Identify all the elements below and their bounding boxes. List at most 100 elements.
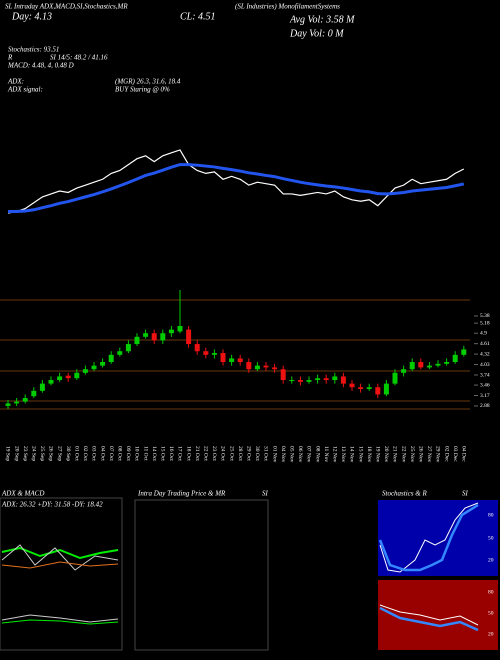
x-tick-label: 20 Sep — [13, 446, 19, 461]
y-tick-label: 3.46 — [480, 382, 490, 388]
x-tick-label: 15 Nov — [357, 446, 363, 463]
candle-body — [461, 349, 467, 355]
x-tick-label: 26 Nov — [418, 446, 424, 463]
y-tick-label: 4.9 — [480, 330, 487, 336]
candle-body — [237, 358, 243, 363]
x-tick-label: 24 Sep — [31, 446, 37, 461]
candle-body — [254, 365, 260, 370]
panel-si: SI — [262, 490, 269, 498]
si: SI 14/5: 48.2 / 41.16 — [50, 54, 108, 62]
candle-body — [289, 380, 295, 382]
candle-body — [246, 362, 252, 370]
panel-title: Intra Day Trading Price & MR — [137, 490, 226, 498]
x-tick-label: 14 Nov — [349, 446, 355, 463]
x-tick-label: 20 Nov — [383, 446, 389, 463]
x-tick-label: 18 Nov — [366, 446, 372, 463]
candle-body — [401, 369, 407, 373]
x-tick-label: 02 Dec — [443, 446, 449, 462]
x-tick-label: 10 Oct — [134, 446, 140, 461]
ema-line — [8, 163, 465, 214]
y-tick-label: 5.38 — [480, 313, 490, 319]
x-tick-label: 11 Oct — [142, 446, 148, 461]
x-tick-label: 31 Oct — [263, 446, 269, 461]
y-tick-label: 3.74 — [480, 372, 490, 378]
x-tick-label: 14 Oct — [151, 446, 157, 461]
x-tick-label: 03 Dec — [452, 446, 458, 462]
x-tick-label: 19 Sep — [5, 446, 11, 461]
y-tick-label: 4.03 — [480, 362, 490, 368]
candle-body — [444, 362, 450, 364]
candle-body — [383, 383, 389, 395]
candle-body — [358, 387, 364, 390]
candle-body — [306, 380, 312, 382]
x-tick-label: 08 Nov — [314, 446, 320, 463]
candle-body — [349, 383, 355, 388]
x-tick-label: 25 Sep — [39, 446, 45, 461]
x-tick-label: 18 Oct — [185, 446, 191, 461]
rsi-tick: 50 — [488, 610, 494, 616]
x-tick-label: 07 Oct — [108, 446, 114, 461]
candle-body — [280, 369, 286, 381]
y-tick-label: 5.18 — [480, 320, 490, 326]
x-tick-label: 25 Oct — [228, 446, 234, 461]
candle-body — [151, 333, 157, 341]
candle-body — [74, 372, 80, 379]
candle-body — [435, 363, 441, 366]
y-tick-label: 2.88 — [480, 403, 490, 409]
x-tick-label: 27 Nov — [426, 446, 432, 463]
x-tick-label: 03 Oct — [91, 446, 97, 461]
x-tick-label: 22 Oct — [203, 446, 209, 461]
candle-body — [5, 403, 11, 406]
x-tick-label: 23 Sep — [22, 446, 28, 461]
candle-body — [194, 344, 200, 352]
candle-body — [14, 401, 20, 404]
panel-si: SI — [462, 490, 469, 498]
x-tick-label: 21 Oct — [194, 446, 200, 461]
candle-body — [332, 376, 338, 381]
x-tick-label: 28 Oct — [237, 446, 243, 461]
adx-panel: ADX & MACD ADX: 26.32 +DY: 31.58 -DY: 18… — [0, 490, 123, 651]
candle-body — [366, 387, 372, 390]
stochastics: Stochastics: 93.51 — [8, 46, 59, 54]
avg-vol: Avg Vol: 3.58 M — [289, 14, 355, 25]
adx-values: ADX: 26.32 +DY: 31.58 -DY: 18.42 — [1, 501, 103, 509]
candle-body — [297, 380, 303, 382]
candle-body — [392, 372, 398, 384]
adx-signal: ADX signal: — [7, 86, 43, 94]
x-tick-label: 30 Sep — [65, 446, 71, 461]
candle-body — [108, 354, 114, 363]
candle-body — [340, 376, 346, 384]
macd-line — [1, 614, 119, 623]
panel-frame — [134, 499, 269, 651]
buy: BUY Staring @ 0% — [115, 86, 170, 94]
rsi-bg — [378, 580, 498, 650]
candle-body — [143, 333, 149, 337]
candle-body — [117, 351, 123, 355]
candle-body — [323, 378, 329, 381]
x-tick-label: 08 Oct — [117, 446, 123, 461]
x-tick-label: 22 Nov — [400, 446, 406, 463]
candle-body — [315, 378, 321, 381]
candle-body — [91, 365, 97, 370]
candle-body — [134, 336, 140, 345]
candle-body — [160, 333, 166, 341]
stoch-tick: 80 — [488, 512, 494, 518]
candle-body — [452, 354, 458, 363]
x-tick-label: 30 Oct — [254, 446, 260, 461]
x-tick-label: 09 Oct — [125, 446, 131, 461]
x-tick-label: 29 Nov — [435, 446, 441, 463]
x-tick-label: 13 Nov — [340, 446, 346, 463]
x-tick-label: 01 Oct — [74, 446, 80, 461]
rsi-tick: 20 — [488, 631, 494, 637]
levels — [0, 299, 470, 410]
x-tick-label: 04 Nov — [280, 446, 286, 463]
x-tick-label: 06 Nov — [297, 446, 303, 463]
intraday-panel: Intra Day Trading Price & MR SI — [134, 490, 269, 651]
x-tick-label: 16 Oct — [168, 446, 174, 461]
day-vol: Day Vol: 0 M — [289, 28, 344, 39]
r-label: R — [7, 54, 13, 62]
macd: MACD: 4.48, 4, 0.48 D — [7, 62, 74, 70]
x-tick-label: 12 Nov — [332, 446, 338, 463]
